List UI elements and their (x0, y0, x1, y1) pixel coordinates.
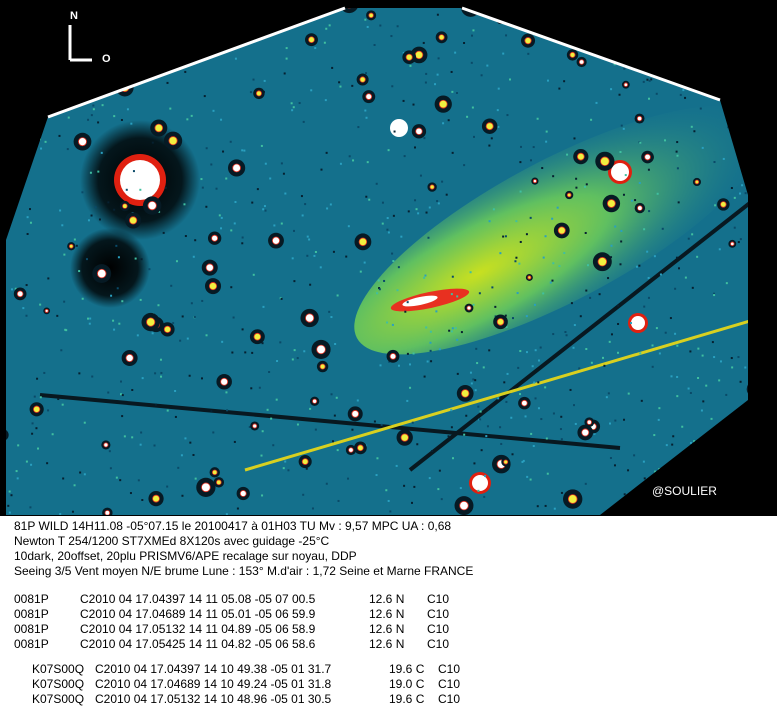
observation-cell: 0081P (14, 592, 49, 606)
compass-north: N (70, 10, 78, 22)
observation-cell: C2010 04 17.05132 14 11 04.89 -05 06 58.… (80, 622, 316, 636)
observation-cell: K07S00Q (32, 677, 85, 691)
observation-cell: C10 (427, 622, 450, 636)
caption-line: 81P WILD 14H11.08 -05°07.15 le 20100417 … (14, 519, 452, 533)
observation-cell: C2010 04 17.04397 14 11 05.08 -05 07 00.… (80, 592, 316, 606)
credit: @SOULIER (652, 484, 717, 498)
observation-cell: 0081P (14, 607, 49, 621)
observation-cell: 0081P (14, 637, 49, 651)
observation-cell: 12.6 N (369, 607, 405, 621)
observation-cell: 19.0 C (389, 677, 425, 691)
observation-cell: C2010 04 17.05132 14 10 48.96 -05 01 30.… (95, 692, 332, 706)
observation-cell: 0081P (14, 622, 49, 636)
observation-cell: C10 (427, 637, 450, 651)
observation-cell: K07S00Q (32, 692, 85, 706)
observation-cell: 12.6 N (369, 592, 405, 606)
observation-cell: 19.6 C (389, 692, 425, 706)
observation-cell: 12.6 N (369, 622, 405, 636)
observation-cell: C2010 04 17.05425 14 11 04.82 -05 06 58.… (80, 637, 316, 651)
caption-line: Newton T 254/1200 ST7XMEd 8X120s avec gu… (14, 534, 330, 548)
observation-cell: C2010 04 17.04689 14 11 05.01 -05 06 59.… (80, 607, 316, 621)
observation-cell: C10 (438, 692, 461, 706)
observation-cell: K07S00Q (32, 662, 85, 676)
observation-cell: 12.6 N (369, 637, 405, 651)
caption-line: 10dark, 20offset, 20plu PRISMV6/APE reca… (14, 549, 357, 563)
observation-cell: 19.6 C (389, 662, 425, 676)
observation-cell: C10 (438, 677, 461, 691)
caption-line: Seeing 3/5 Vent moyen N/E brume Lune : 1… (14, 564, 474, 578)
compass-west: O (102, 53, 111, 65)
observation-cell: C2010 04 17.04397 14 10 49.38 -05 01 31.… (95, 662, 332, 676)
observation-cell: C10 (427, 607, 450, 621)
observation-cell: C10 (438, 662, 461, 676)
observation-cell: C10 (427, 592, 450, 606)
astro-image: N O @SOULIER (0, 0, 777, 516)
observation-cell: C2010 04 17.04689 14 10 49.24 -05 01 31.… (95, 677, 332, 691)
